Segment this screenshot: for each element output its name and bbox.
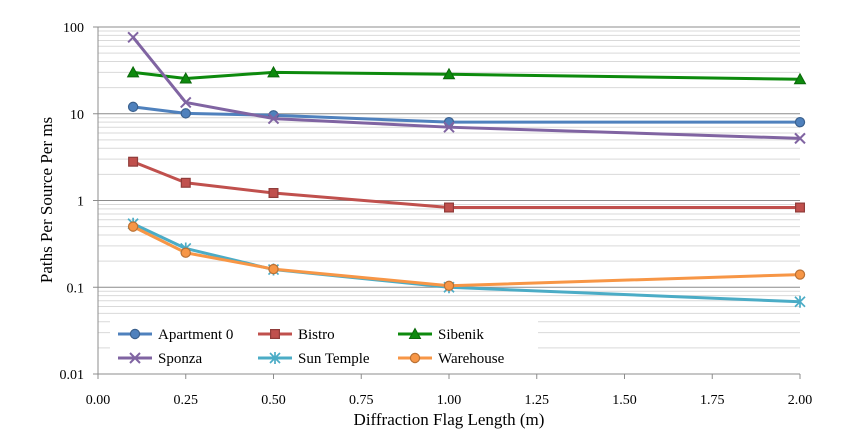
series-sponza <box>127 31 806 145</box>
legend-item: Sun Temple <box>258 351 370 367</box>
data-point <box>127 101 139 113</box>
y-tick-label: 100 <box>63 21 84 36</box>
series-bistro <box>128 156 805 213</box>
legend-swatch-marker <box>408 327 422 339</box>
legend-swatch-marker <box>269 352 281 364</box>
data-point <box>442 67 456 80</box>
legend-swatch-marker <box>129 352 141 364</box>
data-point <box>794 132 806 145</box>
x-tick-label: 1.75 <box>700 393 725 408</box>
data-point <box>180 108 191 119</box>
data-point <box>268 263 279 275</box>
data-point <box>268 188 279 199</box>
axes: 0.01 0.1 1 10 100 0.00 0.25 0.50 0.75 1.00 1.25 1.5… <box>60 21 813 408</box>
data-point <box>443 121 455 133</box>
y-tick-label: 1 <box>77 195 84 210</box>
y-axis-title: Paths Per Source Per ms <box>37 117 56 283</box>
data-point <box>180 96 192 109</box>
data-point <box>180 177 191 188</box>
legend-label: Sun Temple <box>298 351 370 367</box>
legend-swatch-marker <box>129 328 141 340</box>
x-tick-label: 1.50 <box>612 393 637 408</box>
data-point <box>128 156 139 167</box>
legend: Apartment 0 Bistro Sibenik Sponza Sun Temple… <box>110 318 538 372</box>
data-point <box>794 202 805 213</box>
legend-background <box>110 318 538 372</box>
legend-item: Sponza <box>118 351 203 367</box>
legend-label: Apartment 0 <box>158 327 233 343</box>
series-warehouse <box>127 221 806 291</box>
x-tick-label: 0.75 <box>349 393 374 408</box>
legend-item: Apartment 0 <box>118 327 233 343</box>
legend-label: Sponza <box>158 351 203 367</box>
legend-swatch-marker <box>409 352 421 364</box>
x-tick-label: 2.00 <box>788 393 813 408</box>
data-point <box>793 72 807 85</box>
data-point <box>794 295 806 308</box>
data-point <box>179 71 193 84</box>
data-point <box>180 247 191 258</box>
y-tick-label: 0.1 <box>67 281 85 296</box>
data-point <box>127 221 139 232</box>
x-tick-label: 0.25 <box>174 393 199 408</box>
legend-item: Sibenik <box>398 327 484 343</box>
x-tick-label: 1.25 <box>525 393 550 408</box>
y-tick-label: 0.01 <box>60 368 85 383</box>
data-point <box>444 202 455 213</box>
data-point <box>794 269 806 280</box>
y-tick-label: 10 <box>70 108 84 123</box>
legend-label: Warehouse <box>438 351 505 367</box>
x-tick-label: 0.00 <box>86 393 111 408</box>
data-point <box>127 31 139 44</box>
series-group <box>126 31 807 308</box>
x-tick-label: 0.50 <box>261 393 286 408</box>
legend-swatch-marker <box>270 329 281 340</box>
data-point <box>443 280 455 291</box>
legend-item: Warehouse <box>398 351 505 367</box>
legend-item: Bistro <box>258 327 335 343</box>
data-point <box>794 116 806 128</box>
legend-label: Sibenik <box>438 327 484 343</box>
legend-label: Bistro <box>298 327 335 343</box>
data-point <box>126 65 140 78</box>
series-sibenik <box>126 65 807 85</box>
x-axis-title: Diffraction Flag Length (m) <box>354 410 545 429</box>
data-point <box>267 112 280 125</box>
data-point <box>267 65 280 78</box>
x-tick-label: 1.00 <box>437 393 462 408</box>
